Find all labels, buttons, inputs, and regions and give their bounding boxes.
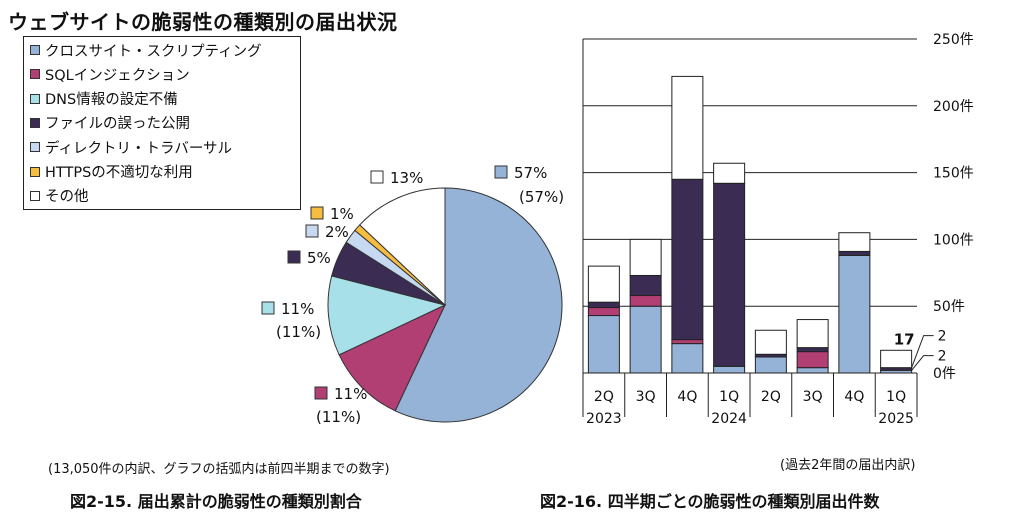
x-year-label: 2025 bbox=[878, 411, 914, 427]
x-tick-label: 4Q bbox=[844, 389, 864, 405]
pie-slice-prev-label: (11%) bbox=[316, 408, 361, 426]
pie-slice-label: 11% bbox=[334, 385, 367, 403]
legend-item: クロスサイト・スクリプティング bbox=[30, 40, 262, 60]
page-title: ウェブサイトの脆弱性の種類別の届出状況 bbox=[8, 10, 398, 34]
legend-item: その他 bbox=[30, 186, 89, 206]
pie-slice-label: 1% bbox=[330, 205, 354, 223]
legend-label: ファイルの誤った公開 bbox=[45, 116, 190, 133]
bar-segment bbox=[671, 339, 704, 345]
x-tick-label: 1Q bbox=[719, 389, 739, 405]
bar-segment bbox=[713, 182, 746, 367]
pie-label-swatch bbox=[314, 386, 328, 400]
x-tick-label: 2Q bbox=[761, 389, 781, 405]
pie-slice-label: 13% bbox=[390, 169, 423, 187]
bar-segment bbox=[796, 351, 829, 369]
x-tick-label: 4Q bbox=[677, 389, 697, 405]
pie-slice-label: 5% bbox=[307, 249, 331, 267]
bar-total-label: 17 bbox=[894, 330, 915, 348]
pie-note: (13,050件の内訳、グラフの括弧内は前四半期までの数字) bbox=[48, 462, 390, 477]
x-year-label: 2024 bbox=[711, 411, 747, 427]
legend-swatch bbox=[30, 190, 40, 201]
y-tick-label: 150件 bbox=[933, 166, 974, 182]
chart-legend: クロスサイト・スクリプティング SQLインジェクション DNS情報の設定不備 ファイル… bbox=[23, 36, 301, 210]
legend-label: その他 bbox=[45, 189, 89, 206]
legend-label: ディレクトリ・トラバーサル bbox=[45, 140, 233, 157]
callout-line bbox=[911, 355, 934, 371]
pie-slice-label: 11% bbox=[281, 300, 314, 318]
pie-chart: 57% (57%) 11% (11%) 11% (11%) 5% 2%1% 13% bbox=[261, 164, 564, 426]
bar-segment bbox=[671, 343, 704, 374]
y-tick-label: 250件 bbox=[933, 32, 974, 48]
pie-slice bbox=[394, 187, 563, 423]
bar-note: (過去2年間の届出内訳) bbox=[780, 458, 916, 473]
bar-caption: 図2-16. 四半期ごとの脆弱性の種類別届出件数 bbox=[540, 492, 880, 511]
legend-label: クロスサイト・スクリプティング bbox=[45, 43, 262, 60]
legend-swatch bbox=[30, 117, 40, 128]
pie-label-swatch bbox=[261, 301, 275, 315]
x-tick-label: 1Q bbox=[886, 389, 906, 405]
legend-item: ディレクトリ・トラバーサル bbox=[30, 137, 232, 157]
legend-item: SQLインジェクション bbox=[30, 64, 190, 84]
y-tick-label: 100件 bbox=[933, 232, 974, 248]
bar-segment bbox=[587, 315, 620, 374]
callout-label: 2 bbox=[938, 329, 947, 345]
bar-segment bbox=[713, 365, 746, 374]
pie-label-swatch bbox=[287, 250, 301, 264]
bar-segment bbox=[629, 238, 662, 276]
legend-swatch bbox=[30, 166, 40, 177]
legend-item: DNS情報の設定不備 bbox=[30, 89, 178, 109]
bar-segment bbox=[838, 254, 871, 374]
y-tick-label: 200件 bbox=[933, 99, 974, 115]
pie-slice-label: 2% bbox=[325, 223, 349, 241]
legend-swatch bbox=[30, 45, 40, 55]
legend-label: SQLインジェクション bbox=[45, 67, 190, 84]
bar-segment bbox=[838, 250, 871, 256]
bar-segment bbox=[629, 274, 662, 297]
pie-slice bbox=[359, 187, 446, 307]
pie-caption: 図2-15. 届出累計の脆弱性の種類別割合 bbox=[70, 492, 362, 511]
x-tick-label: 3Q bbox=[636, 389, 656, 405]
legend-swatch bbox=[30, 69, 40, 80]
bar-segment bbox=[713, 162, 746, 184]
bar-segment bbox=[754, 356, 787, 374]
pie-slice bbox=[327, 275, 447, 356]
legend-label: HTTPSの不適切な利用 bbox=[45, 165, 193, 181]
callout-label: 2 bbox=[938, 349, 947, 365]
bar-segment bbox=[671, 178, 704, 341]
bar-segment bbox=[587, 265, 620, 303]
legend-swatch bbox=[30, 93, 40, 104]
y-tick-label: 50件 bbox=[933, 299, 965, 315]
bar-segment bbox=[629, 305, 662, 374]
bar-segment bbox=[796, 319, 829, 349]
pie-label-swatch bbox=[370, 170, 384, 184]
y-tick-label: 0件 bbox=[933, 366, 956, 382]
bar-segment bbox=[838, 232, 871, 252]
x-tick-label: 2Q bbox=[594, 389, 614, 405]
x-year-label: 2023 bbox=[586, 411, 622, 427]
bar-segment bbox=[587, 307, 620, 317]
pie-label-swatch bbox=[305, 224, 319, 238]
bar-segment bbox=[587, 301, 620, 309]
pie-slice-label: 57% bbox=[514, 164, 547, 182]
pie-slice-prev-label: (11%) bbox=[276, 323, 321, 341]
legend-item: ファイルの誤った公開 bbox=[30, 113, 190, 133]
pie-slice-prev-label: (57%) bbox=[519, 188, 564, 206]
legend-item: HTTPSの不適切な利用 bbox=[30, 162, 193, 182]
bar-segment bbox=[796, 347, 829, 353]
x-tick-label: 3Q bbox=[803, 389, 823, 405]
pie-label-swatch bbox=[310, 206, 324, 220]
bar-segment bbox=[754, 329, 787, 355]
legend-swatch bbox=[30, 142, 40, 153]
bar-segment bbox=[880, 349, 913, 369]
callout-line bbox=[911, 335, 934, 368]
bar-segment bbox=[671, 75, 704, 180]
pie-label-swatch bbox=[494, 165, 508, 179]
legend-label: DNS情報の設定不備 bbox=[45, 92, 178, 109]
bar-segment bbox=[629, 295, 662, 307]
bar-segment bbox=[796, 367, 829, 374]
pie-slice bbox=[338, 303, 447, 412]
